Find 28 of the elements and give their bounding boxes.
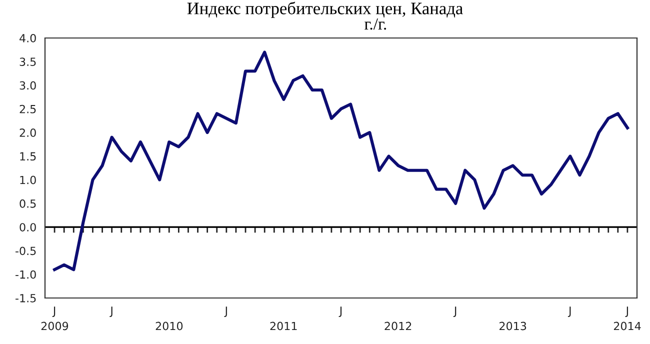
- x2-tick-label: 2014: [614, 322, 641, 330]
- y-tick-label: 2.5: [20, 104, 36, 114]
- y-tick-label: 4.0: [20, 34, 36, 42]
- y-tick-label: -0.5: [16, 246, 36, 256]
- x-tick-label: J: [453, 306, 456, 317]
- y-tick-label: 0.5: [20, 199, 36, 208]
- y-tick-label: 0.0: [20, 223, 36, 232]
- x-tick-label: J: [625, 306, 628, 317]
- y-tick-label: 1.5: [20, 152, 36, 161]
- y-tick-label: 1.0: [20, 176, 36, 184]
- line-series: [53, 50, 629, 272]
- x2-tick-label: 2012: [384, 322, 412, 330]
- x2-tick-label: 2013: [500, 322, 526, 330]
- x-tick-label: J: [338, 306, 342, 317]
- x2-tick-label: 2011: [270, 322, 297, 330]
- x-tick-label: J: [52, 306, 56, 317]
- y-tick-label: -1.5: [16, 294, 36, 302]
- x2-tick-label: 2009: [41, 322, 68, 330]
- x-tick-label: J: [110, 306, 112, 317]
- x-tick-label: J: [568, 306, 571, 317]
- y-tick-label: -1.0: [16, 270, 36, 279]
- x2-tick-label: 2010: [156, 322, 183, 330]
- chart-title: Индекс потребительских цен, Канада: [187, 2, 463, 18]
- y-tick-label: 3.0: [20, 81, 36, 90]
- x-tick-label: J: [224, 306, 227, 317]
- y-tick-label: 3.5: [20, 58, 36, 66]
- chart-subtitle: г./г.: [364, 18, 386, 30]
- y-tick-label: 2.0: [20, 128, 36, 137]
